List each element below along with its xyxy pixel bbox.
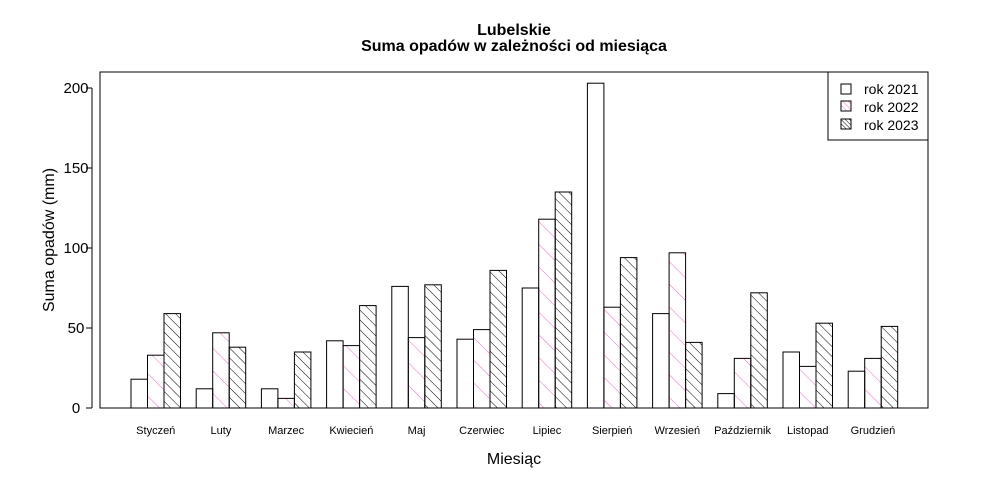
bar-rok-2023-3	[359, 305, 377, 409]
bar-rok-2022-11	[864, 357, 882, 409]
y-axis-label: Suma opadów (mm)	[41, 168, 58, 312]
bar-rok-2023-9	[750, 292, 768, 409]
bar-rok-2023-11	[880, 325, 899, 409]
bar-rok-2022-10	[799, 365, 817, 409]
bar-rok-2021-9	[717, 393, 735, 409]
y-tick-label: 50	[68, 320, 85, 337]
x-tick-label: Maj	[408, 425, 426, 437]
legend-label-2023: rok 2023	[864, 117, 919, 133]
y-tick-label: 150	[63, 160, 88, 177]
bar-rok-2021-11	[847, 370, 866, 409]
chart-title: Lubelskie	[477, 22, 551, 39]
x-tick-label: Wrzesień	[655, 425, 701, 437]
bar-rok-2021-10	[782, 351, 800, 409]
legend: rok 2021 rok 2022 rok 2023	[827, 71, 929, 141]
legend-swatch-2022	[840, 100, 852, 112]
y-tick-label: 0	[72, 400, 80, 417]
chart-subtitle: Suma opadów w zależności od miesiąca	[361, 38, 667, 55]
bar-rok-2021-2	[260, 388, 279, 409]
y-tick-label: 100	[63, 240, 88, 257]
bar-rok-2022-7	[603, 306, 621, 409]
bar-rok-2022-0	[147, 354, 165, 409]
bar-rok-2021-3	[326, 340, 344, 409]
bar-rok-2023-10	[815, 322, 833, 409]
legend-swatch-2023	[840, 118, 852, 130]
x-axis-label: Miesiąc	[487, 451, 541, 468]
bar-rok-2023-1	[228, 346, 247, 409]
x-tick-label: Listopad	[787, 425, 829, 437]
x-tick-label: Sierpień	[592, 425, 632, 437]
bar-rok-2022-5	[473, 329, 491, 409]
plot-frame	[99, 71, 929, 409]
bar-rok-2021-6	[521, 287, 540, 409]
bar-rok-2022-9	[733, 357, 752, 409]
bar-rok-2022-8	[668, 252, 687, 409]
bar-rok-2023-2	[293, 351, 312, 409]
x-tick-label: Lipiec	[533, 425, 562, 437]
y-tick-label: 200	[63, 80, 88, 97]
bar-rok-2021-8	[652, 313, 670, 409]
legend-label-2022: rok 2022	[864, 99, 919, 115]
bar-rok-2023-6	[554, 191, 573, 409]
legend-swatch-2021	[840, 83, 852, 95]
bar-rok-2021-5	[456, 338, 474, 409]
x-tick-label: Marzec	[268, 425, 305, 437]
bar-rok-2022-6	[538, 218, 556, 409]
bar-rok-2023-0	[163, 313, 181, 409]
x-tick-label: Czerwiec	[459, 425, 505, 437]
bars	[130, 82, 899, 409]
bar-rok-2022-1	[212, 332, 230, 409]
bar-rok-2023-5	[489, 269, 507, 409]
bar-rok-2021-1	[195, 388, 214, 409]
bar-rok-2023-7	[619, 257, 638, 409]
x-tick-label: Grudzień	[851, 425, 896, 437]
bar-rok-2021-7	[586, 82, 605, 409]
x-tick-label: Luty	[211, 425, 232, 437]
x-tick-label: Kwiecień	[329, 425, 373, 437]
bar-rok-2023-4	[424, 284, 442, 409]
x-tick-label: Październik	[714, 425, 771, 437]
bar-rok-2022-2	[277, 397, 295, 409]
legend-label-2021: rok 2021	[864, 81, 919, 97]
y-axis: 0 50 100 150 200	[63, 80, 93, 417]
bar-rok-2021-0	[130, 378, 148, 409]
bar-rok-2021-4	[391, 285, 409, 409]
bar-rok-2022-4	[407, 337, 426, 409]
bar-rok-2022-3	[342, 345, 361, 409]
x-axis-labels: Styczeń Luty Marzec Kwiecień Maj Czerwiec Lipi…	[136, 425, 895, 437]
bar-rok-2023-8	[685, 341, 703, 409]
x-tick-label: Styczeń	[136, 425, 175, 437]
